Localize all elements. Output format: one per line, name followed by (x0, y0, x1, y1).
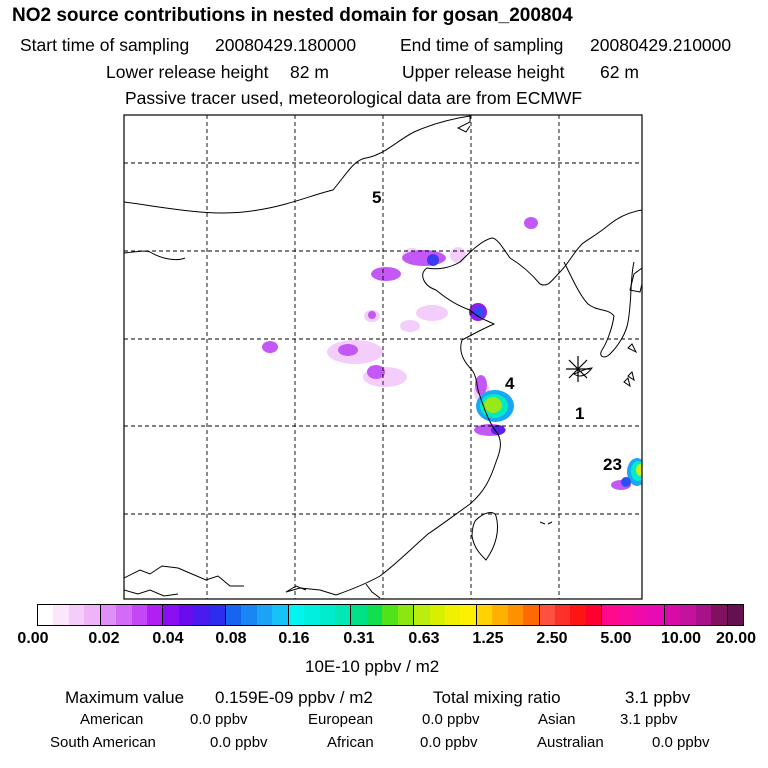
lower-height-value: 82 m (290, 62, 329, 82)
plume-medium (262, 217, 631, 490)
colorbar-segment (209, 605, 227, 625)
region-value: 0.0 ppbv (420, 734, 478, 751)
upper-height-label: Upper release height (402, 62, 565, 82)
source-label-1: 1 (575, 404, 584, 423)
plume-strong (427, 254, 642, 487)
colorbar-segment (100, 605, 117, 625)
colorbar-segment (194, 605, 210, 625)
plot-title: NO2 source contributions in nested domai… (12, 5, 573, 26)
colorbar-tick: 5.00 (600, 630, 632, 647)
region-name: Asian (538, 711, 576, 728)
colorbar-segment (68, 605, 85, 625)
colorbar-segment (226, 605, 242, 625)
colorbar-tick: 20.00 (715, 630, 757, 647)
colorbar-segment (476, 605, 493, 625)
source-label-5: 5 (372, 188, 381, 207)
max-value-label: Maximum value (65, 688, 185, 707)
colorbar-segment (570, 605, 586, 625)
colorbar-segment (146, 605, 164, 625)
map-panel: 5 4 1 23 (123, 114, 643, 600)
max-value: 0.159E-09 ppbv / m2 (215, 688, 373, 707)
colorbar-segment (366, 605, 383, 625)
colorbar-segment (382, 605, 398, 625)
colorbar-segment (304, 605, 320, 625)
colorbar-segment (131, 605, 147, 625)
tracer-note: Passive tracer used, meteorological data… (125, 88, 583, 108)
colorbar-tick: 0.04 (152, 630, 184, 647)
source-label-23: 23 (603, 455, 622, 474)
colorbar-segment (460, 605, 477, 625)
colorbar-segment (727, 605, 743, 625)
colorbar-segment (711, 605, 728, 625)
colorbar-segment (648, 605, 665, 625)
colorbar-tick: 1.25 (472, 630, 504, 647)
region-value: 3.1 ppbv (620, 711, 678, 728)
colorbar-segment (272, 605, 289, 625)
region-value: 0.0 ppbv (652, 734, 710, 751)
region-name: European (308, 711, 374, 728)
colorbar-segment (397, 605, 415, 625)
start-time-value: 20080429.180000 (215, 35, 357, 55)
region-name: South American (50, 734, 156, 751)
colorbar-segment (53, 605, 69, 625)
colorbar (37, 604, 744, 626)
colorbar-segment (664, 605, 681, 625)
region-value: 0.0 ppbv (190, 711, 248, 728)
start-time-label: Start time of sampling (20, 35, 190, 55)
colorbar-tick: 2.50 (536, 630, 568, 647)
lower-height-label: Lower release height (106, 62, 269, 82)
upper-height-value: 62 m (600, 62, 639, 82)
colorbar-tick: 0.31 (343, 630, 375, 647)
coastlines (124, 115, 642, 599)
colorbar-segment (523, 605, 540, 625)
colorbar-unit: 10E-10 ppbv / m2 (305, 657, 440, 676)
colorbar-segment (241, 605, 257, 625)
colorbar-segment (539, 605, 555, 625)
colorbar-segment (163, 605, 179, 625)
end-time-label: End time of sampling (400, 35, 564, 55)
source-label-4: 4 (505, 374, 515, 393)
colorbar-tick: 0.08 (215, 630, 247, 647)
colorbar-segment (492, 605, 508, 625)
colorbar-segment (335, 605, 352, 625)
colorbar-segment (116, 605, 132, 625)
map-frame (123, 114, 643, 600)
receptor-asterisk-icon (566, 356, 590, 382)
colorbar-segment (38, 605, 54, 625)
colorbar-segment (319, 605, 336, 625)
colorbar-segment (288, 605, 305, 625)
colorbar-tick: 0.63 (408, 630, 440, 647)
total-mixing-label: Total mixing ratio (433, 688, 561, 707)
colorbar-tick: 10.00 (660, 630, 702, 647)
region-name: African (327, 734, 374, 751)
total-mixing-value: 3.1 ppbv (625, 688, 691, 707)
colorbar-segment (507, 605, 524, 625)
colorbar-segment (680, 605, 696, 625)
colorbar-segment (633, 605, 649, 625)
colorbar-segment (351, 605, 367, 625)
region-value: 0.0 ppbv (422, 711, 480, 728)
colorbar-segment (84, 605, 101, 625)
region-name: American (80, 711, 144, 728)
colorbar-segment (429, 605, 445, 625)
colorbar-segment (617, 605, 634, 625)
region-value: 0.0 ppbv (210, 734, 268, 751)
colorbar-segment (414, 605, 430, 625)
plume-faint (327, 247, 490, 402)
colorbar-segment (554, 605, 571, 625)
latlon-grid (124, 115, 642, 599)
colorbar-segment (602, 605, 618, 625)
colorbar-segment (444, 605, 461, 625)
colorbar-segment (178, 605, 195, 625)
colorbar-tick: 0.16 (278, 630, 310, 647)
colorbar-segment (585, 605, 603, 625)
colorbar-tick: 0.00 (17, 630, 49, 647)
end-time-value: 20080429.210000 (590, 35, 732, 55)
colorbar-tick: 0.02 (88, 630, 120, 647)
region-name: Australian (537, 734, 604, 751)
colorbar-segment (695, 605, 712, 625)
colorbar-segment (256, 605, 273, 625)
